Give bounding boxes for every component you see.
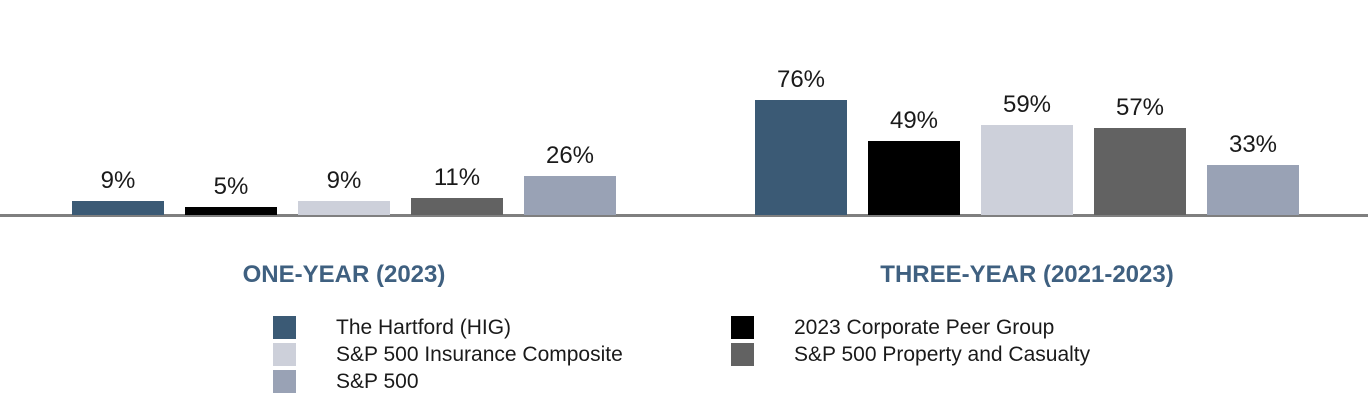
legend-item-s-p-500: S&P 500 — [273, 370, 623, 393]
bar-cell-s-p-500-insurance-composite: 9% — [298, 167, 390, 215]
bar-cell-the-hartford-hig: 76% — [755, 65, 847, 215]
bar-cell-s-p-500: 26% — [524, 141, 616, 215]
bar-cell-s-p-500: 33% — [1207, 131, 1299, 215]
legend-swatch-s-p-500 — [273, 370, 296, 393]
bar-s-p-500-insurance-composite — [298, 201, 390, 215]
legend-item-the-hartford-hig: The Hartford (HIG) — [273, 316, 623, 339]
legend-label: S&P 500 Insurance Composite — [336, 342, 623, 366]
legend-label: The Hartford (HIG) — [336, 315, 512, 339]
bar-2023-corporate-peer-group — [185, 207, 277, 215]
legend-item-2023-corporate-peer-group: 2023 Corporate Peer Group — [731, 316, 1090, 339]
legend-item-s-p-500-insurance-composite: S&P 500 Insurance Composite — [273, 343, 623, 366]
legend-label: 2023 Corporate Peer Group — [794, 315, 1055, 339]
bar-value-label: 33% — [1228, 130, 1278, 158]
bar-the-hartford-hig — [755, 99, 847, 215]
bar-cell-s-p-500-property-and-casualty: 11% — [411, 164, 503, 215]
bar-value-label: 9% — [100, 167, 136, 195]
legend-swatch-the-hartford-hig — [273, 316, 296, 339]
x-axis-baseline — [0, 214, 1368, 217]
bar-value-label: 59% — [1002, 91, 1052, 119]
group-title-three-year: THREE-YEAR (2021-2023) — [880, 261, 1174, 288]
bar-value-label: 11% — [433, 164, 481, 192]
bar-group-three-year: 76% 49% 59% 57% 33% — [755, 65, 1299, 215]
bar-s-p-500-property-and-casualty — [1094, 128, 1186, 215]
bar-value-label: 5% — [213, 173, 249, 201]
legend-label: S&P 500 — [336, 369, 419, 393]
legend-column-left: The Hartford (HIG) S&P 500 Insurance Comp… — [273, 316, 623, 397]
bar-2023-corporate-peer-group — [868, 140, 960, 215]
bar-value-label: 57% — [1115, 94, 1165, 122]
legend-swatch-2023-corporate-peer-group — [731, 316, 754, 339]
legend-swatch-s-p-500-insurance-composite — [273, 343, 296, 366]
bar-cell-s-p-500-insurance-composite: 59% — [981, 91, 1073, 215]
legend-swatch-s-p-500-property-and-casualty — [731, 343, 754, 366]
bar-value-label: 26% — [545, 141, 595, 169]
bar-cell-2023-corporate-peer-group: 49% — [868, 106, 960, 215]
bar-value-label: 9% — [326, 167, 362, 195]
bar-s-p-500-property-and-casualty — [411, 198, 503, 215]
bar-cell-the-hartford-hig: 9% — [72, 167, 164, 215]
bar-cell-s-p-500-property-and-casualty: 57% — [1094, 94, 1186, 215]
legend-label: S&P 500 Property and Casualty — [794, 342, 1091, 366]
bar-group-one-year: 9% 5% 9% 11% 26% — [72, 141, 616, 215]
group-title-one-year: ONE-YEAR (2023) — [242, 261, 446, 288]
legend-column-right: 2023 Corporate Peer Group S&P 500 Propert… — [731, 316, 1090, 370]
legend-item-s-p-500-property-and-casualty: S&P 500 Property and Casualty — [731, 343, 1090, 366]
bar-value-label: 76% — [776, 65, 826, 93]
bar-the-hartford-hig — [72, 201, 164, 215]
bar-value-label: 49% — [889, 106, 939, 134]
bar-s-p-500-insurance-composite — [981, 125, 1073, 215]
bar-s-p-500 — [1207, 164, 1299, 215]
bar-s-p-500 — [524, 175, 616, 215]
bar-cell-2023-corporate-peer-group: 5% — [185, 173, 277, 215]
